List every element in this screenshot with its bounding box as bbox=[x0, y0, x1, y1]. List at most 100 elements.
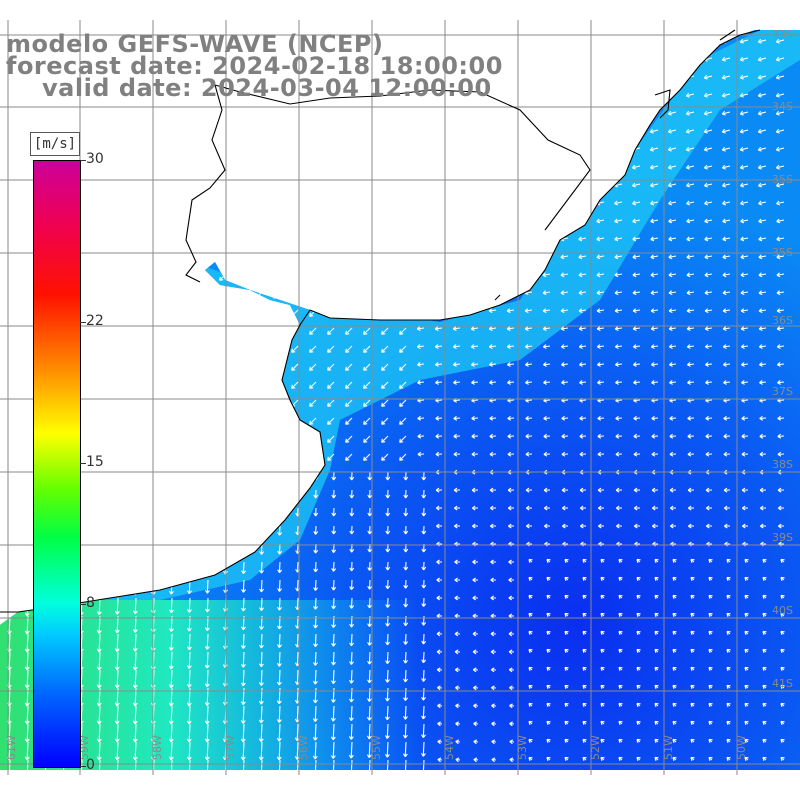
wind-arrow bbox=[416, 254, 425, 260]
wind-arrow bbox=[183, 309, 191, 317]
wind-arrow bbox=[434, 200, 443, 206]
wind-arrow bbox=[111, 309, 119, 317]
wind-arrow bbox=[187, 471, 193, 482]
wind-arrow bbox=[596, 182, 605, 188]
wind-arrow bbox=[309, 345, 317, 353]
wind-arrow bbox=[633, 487, 641, 493]
wind-arrow bbox=[327, 165, 335, 173]
wind-arrow bbox=[651, 415, 659, 421]
wind-arrow bbox=[722, 308, 731, 314]
wind-arrow bbox=[132, 651, 138, 671]
wind-arrow bbox=[706, 523, 713, 529]
wind-arrow bbox=[186, 741, 192, 761]
wind-arrow bbox=[241, 597, 246, 612]
wind-arrow bbox=[24, 543, 30, 561]
wind-arrow bbox=[649, 56, 659, 62]
wind-arrow bbox=[704, 308, 713, 314]
colorbar bbox=[33, 160, 81, 768]
wind-arrow bbox=[201, 237, 209, 245]
wind-arrow bbox=[668, 236, 677, 242]
wind-arrow bbox=[597, 433, 605, 439]
wind-arrow bbox=[186, 705, 192, 725]
wind-arrow bbox=[129, 237, 137, 245]
wind-arrow bbox=[385, 669, 390, 683]
wind-arrow bbox=[561, 451, 569, 457]
wind-arrow bbox=[632, 308, 641, 314]
wind-arrow bbox=[165, 381, 173, 389]
wind-arrow bbox=[505, 146, 515, 152]
wind-arrow bbox=[613, 74, 623, 80]
wind-arrow bbox=[309, 453, 317, 461]
wind-arrow bbox=[219, 147, 227, 155]
wind-arrow bbox=[595, 56, 605, 62]
wind-arrow bbox=[615, 433, 623, 439]
wind-arrow bbox=[705, 505, 713, 511]
wind-arrow bbox=[636, 684, 641, 690]
wind-arrow bbox=[528, 756, 533, 762]
wind-arrow bbox=[470, 308, 479, 314]
wind-arrow bbox=[237, 111, 245, 119]
wind-arrow bbox=[508, 523, 515, 529]
wind-arrow bbox=[433, 164, 443, 170]
wind-arrow bbox=[722, 272, 731, 278]
wind-arrow bbox=[381, 345, 389, 353]
wind-arrow bbox=[273, 237, 281, 245]
wind-arrow bbox=[309, 183, 317, 191]
wind-arrow bbox=[434, 344, 443, 349]
wind-arrow bbox=[453, 362, 461, 367]
wind-arrow bbox=[385, 579, 391, 590]
wind-arrow bbox=[313, 489, 319, 499]
wind-arrow bbox=[240, 651, 246, 668]
wind-arrow bbox=[93, 345, 101, 353]
wind-arrow bbox=[740, 272, 749, 278]
wind-arrow bbox=[21, 219, 29, 227]
colorbar-tick-label: 30 bbox=[86, 151, 104, 167]
wind-arrow bbox=[762, 558, 767, 564]
wind-arrow bbox=[690, 594, 695, 600]
wind-arrow bbox=[582, 666, 587, 672]
wind-arrow bbox=[255, 453, 263, 461]
wind-arrow bbox=[399, 129, 407, 137]
wind-arrow bbox=[651, 379, 659, 385]
wind-arrow bbox=[614, 200, 623, 206]
wind-arrow bbox=[309, 147, 317, 155]
wind-arrow bbox=[129, 417, 137, 425]
wind-arrow bbox=[708, 720, 713, 726]
wind-arrow bbox=[618, 594, 623, 600]
wind-arrow bbox=[240, 759, 246, 770]
wind-arrow bbox=[762, 576, 767, 582]
wind-arrow bbox=[528, 720, 533, 726]
wind-arrow bbox=[186, 723, 192, 743]
wind-arrow bbox=[132, 741, 138, 761]
wind-arrow bbox=[3, 183, 11, 191]
wind-arrow bbox=[579, 505, 587, 511]
wind-arrow bbox=[330, 759, 336, 770]
wind-arrow bbox=[488, 326, 497, 332]
wind-arrow bbox=[470, 326, 479, 332]
wind-arrow bbox=[651, 362, 659, 367]
wind-arrow bbox=[366, 759, 372, 770]
wind-arrow bbox=[381, 255, 389, 263]
wind-arrow bbox=[526, 523, 533, 529]
wind-arrow bbox=[363, 129, 371, 137]
wind-arrow bbox=[255, 237, 263, 245]
wind-arrow bbox=[759, 505, 767, 511]
wind-arrow bbox=[434, 326, 443, 332]
wind-arrow bbox=[507, 415, 515, 421]
wind-arrow bbox=[582, 630, 587, 636]
wind-arrow bbox=[93, 381, 101, 389]
wind-arrow bbox=[757, 56, 767, 62]
longitude-label: 57W bbox=[224, 735, 237, 760]
wind-arrow bbox=[96, 615, 102, 634]
wind-arrow bbox=[219, 129, 227, 137]
wind-arrow bbox=[201, 453, 209, 461]
wind-arrow bbox=[165, 183, 173, 191]
wind-arrow bbox=[632, 344, 641, 349]
wind-arrow bbox=[114, 561, 120, 578]
wind-arrow bbox=[452, 308, 461, 314]
wind-arrow bbox=[327, 327, 335, 335]
wind-arrow bbox=[437, 703, 443, 709]
wind-arrow bbox=[739, 164, 749, 170]
wind-arrow bbox=[403, 525, 409, 535]
wind-arrow bbox=[582, 612, 587, 618]
